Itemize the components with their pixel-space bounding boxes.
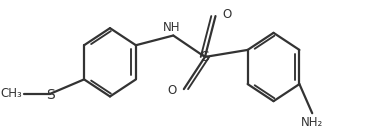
Text: NH₂: NH₂: [301, 116, 323, 129]
Text: O: O: [222, 8, 232, 21]
Text: CH₃: CH₃: [0, 87, 22, 100]
Text: NH: NH: [163, 21, 180, 34]
Text: S: S: [46, 88, 55, 102]
Text: S: S: [201, 50, 209, 64]
Text: O: O: [167, 84, 177, 97]
